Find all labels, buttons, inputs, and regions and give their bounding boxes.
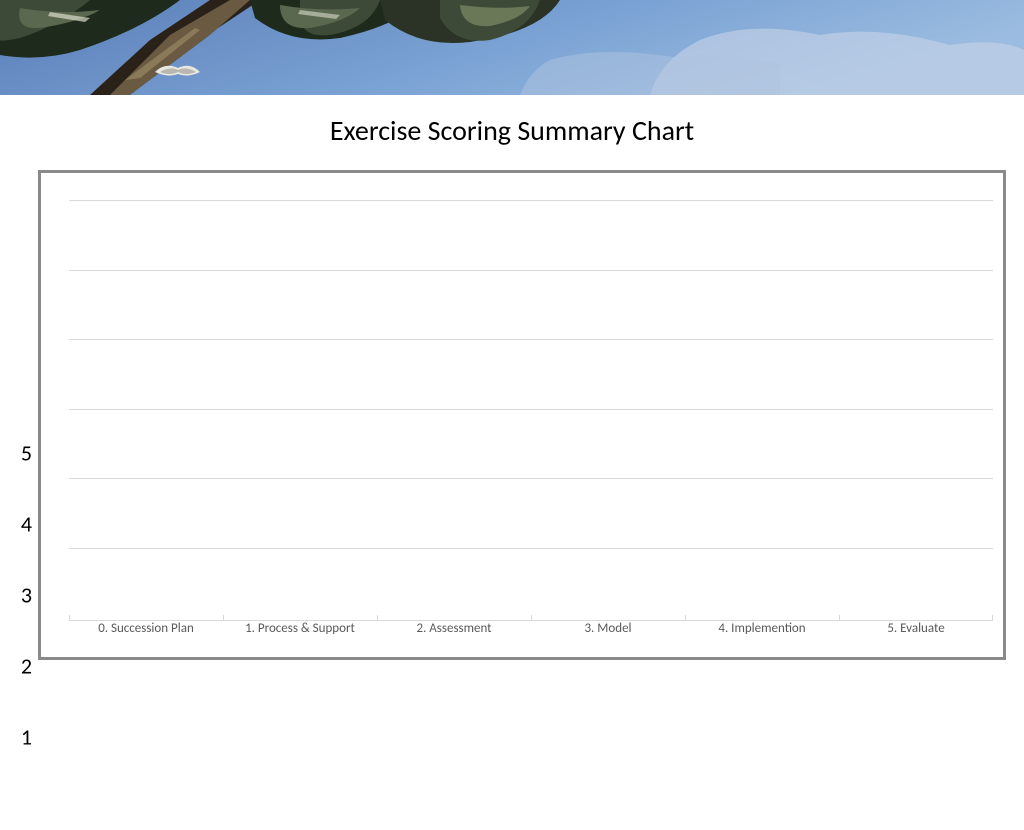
x-category: 5. Evaluate — [839, 621, 993, 649]
chart-title: Exercise Scoring Summary Chart — [0, 113, 1024, 148]
gridline — [69, 270, 993, 271]
chart-plot-box: 0. Succession Plan 1. Process & Support … — [38, 170, 1006, 660]
gridline — [69, 200, 993, 201]
header-banner — [0, 0, 1024, 95]
x-category: 1. Process & Support — [223, 621, 377, 649]
x-axis: 0. Succession Plan 1. Process & Support … — [69, 621, 993, 649]
x-category: 3. Model — [531, 621, 685, 649]
gridline — [69, 339, 993, 340]
gridline — [69, 409, 993, 410]
y-tick-5: 5 — [8, 440, 32, 467]
plot-area — [69, 183, 993, 617]
y-tick-3: 3 — [8, 582, 32, 609]
x-category: 0. Succession Plan — [69, 621, 223, 649]
x-category: 2. Assessment — [377, 621, 531, 649]
palm-sky-banner-svg — [0, 0, 1024, 95]
chart-container: 5 4 3 2 1 0. Succession Plan 1. Process … — [38, 170, 1006, 660]
y-tick-1: 1 — [8, 724, 32, 751]
y-axis: 5 4 3 2 1 — [8, 340, 32, 830]
y-tick-4: 4 — [8, 511, 32, 538]
gridline — [69, 478, 993, 479]
y-tick-2: 2 — [8, 653, 32, 680]
gridline — [69, 548, 993, 549]
x-category: 4. Implemention — [685, 621, 839, 649]
